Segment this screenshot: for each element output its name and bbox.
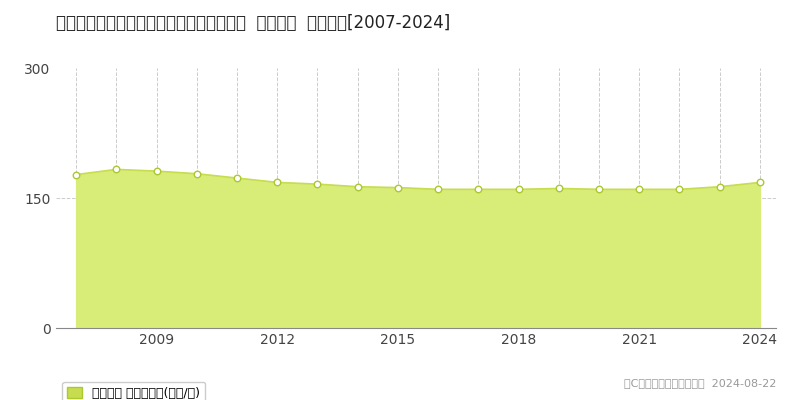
Point xyxy=(754,179,766,186)
Point xyxy=(673,186,686,192)
Point xyxy=(512,186,525,192)
Point xyxy=(552,185,565,192)
Point xyxy=(633,186,646,192)
Point xyxy=(714,184,726,190)
Point xyxy=(391,184,404,191)
Legend: 地価公示 平均坪単価(万円/坪): 地価公示 平均坪単価(万円/坪) xyxy=(62,382,206,400)
Text: 新潟県新潟市中央区東大通１丁目２５番外  地価公示  地価推移[2007-2024]: 新潟県新潟市中央区東大通１丁目２５番外 地価公示 地価推移[2007-2024] xyxy=(56,14,450,32)
Point xyxy=(472,186,485,192)
Point xyxy=(70,171,82,178)
Point xyxy=(110,166,122,173)
Point xyxy=(351,184,364,190)
Point xyxy=(190,170,203,177)
Point xyxy=(593,186,606,192)
Point xyxy=(230,175,243,181)
Point xyxy=(311,181,324,187)
Point xyxy=(271,179,284,186)
Point xyxy=(432,186,445,192)
Point xyxy=(150,168,163,174)
Text: （C）土地価格ドットコム  2024-08-22: （C）土地価格ドットコム 2024-08-22 xyxy=(624,378,776,388)
